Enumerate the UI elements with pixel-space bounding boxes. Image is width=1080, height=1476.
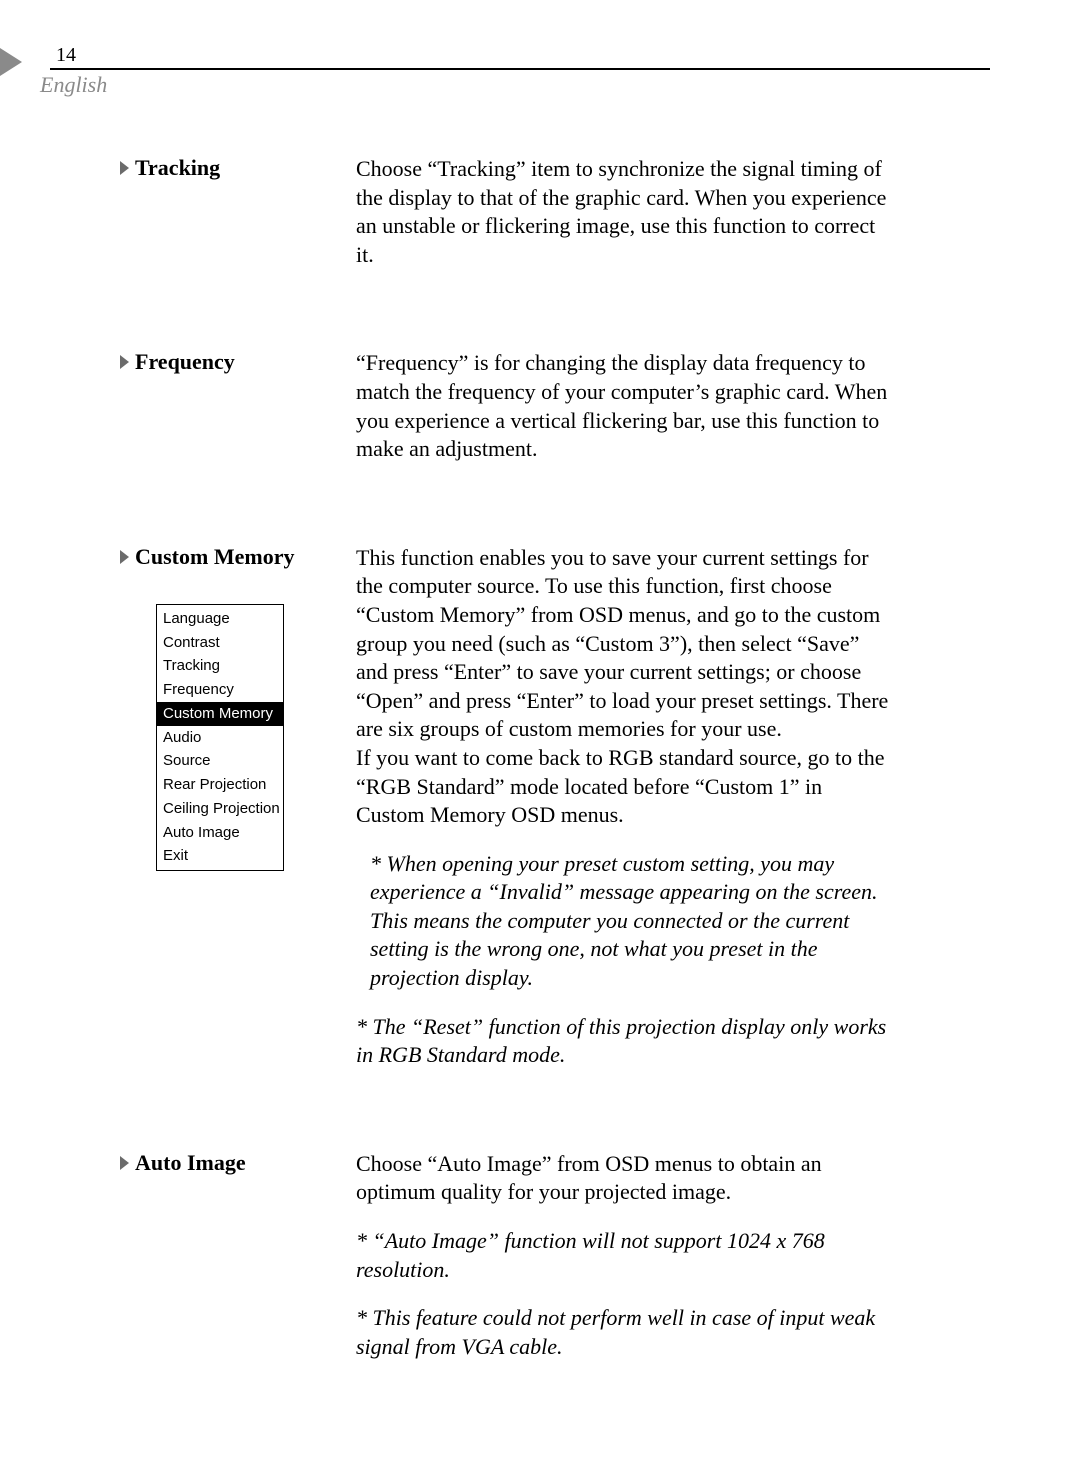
heading-auto-image: Auto Image (120, 1150, 356, 1176)
page-number: 14 (56, 44, 76, 67)
body-text: Choose “Auto Image” from OSD menus to ob… (356, 1150, 890, 1207)
triangle-bullet-icon (120, 1156, 129, 1170)
heading-frequency: Frequency (120, 349, 356, 375)
note-text: * When opening your preset custom settin… (356, 850, 890, 993)
osd-menu-item: Auto Image (157, 821, 283, 845)
osd-menu-item: Rear Projection (157, 773, 283, 797)
triangle-bullet-icon (120, 161, 129, 175)
heading-text: Frequency (135, 349, 235, 375)
osd-menu-item-selected: Custom Memory (157, 702, 283, 726)
heading-text: Tracking (135, 155, 220, 181)
osd-menu-item: Ceiling Projection (157, 797, 283, 821)
body-text: Choose “Tracking” item to synchronize th… (356, 155, 890, 269)
triangle-bullet-icon (120, 355, 129, 369)
heading-custom-memory: Custom Memory (120, 544, 356, 570)
content-area: Tracking Choose “Tracking” item to synch… (120, 155, 890, 1441)
section-auto-image: Auto Image Choose “Auto Image” from OSD … (120, 1150, 890, 1382)
manual-page: 14 English Tracking Choose “Tracking” it… (0, 0, 1080, 1476)
heading-text: Auto Image (135, 1150, 246, 1176)
note-text: * The “Reset” function of this projectio… (356, 1013, 890, 1070)
language-label: English (40, 72, 107, 98)
osd-menu-item: Tracking (157, 654, 283, 678)
body-text: This function enables you to save your c… (356, 544, 890, 744)
osd-menu-item: Frequency (157, 678, 283, 702)
note-text: * “Auto Image” function will not support… (356, 1227, 890, 1284)
osd-menu-item: Audio (157, 726, 283, 750)
section-frequency: Frequency “Frequency” is for changing th… (120, 349, 890, 483)
body-text: “Frequency” is for changing the display … (356, 349, 890, 463)
osd-menu-item: Source (157, 749, 283, 773)
osd-menu-item: Contrast (157, 631, 283, 655)
triangle-bullet-icon (120, 550, 129, 564)
note-text: * This feature could not perform well in… (356, 1304, 890, 1361)
corner-triangle-icon (0, 48, 22, 76)
section-tracking: Tracking Choose “Tracking” item to synch… (120, 155, 890, 289)
header-rule (50, 68, 990, 70)
section-custom-memory: Custom Memory Language Contrast Tracking… (120, 544, 890, 1090)
osd-menu-box: Language Contrast Tracking Frequency Cus… (156, 604, 284, 871)
osd-menu-item: Exit (157, 844, 283, 868)
osd-menu-item: Language (157, 607, 283, 631)
heading-tracking: Tracking (120, 155, 356, 181)
body-text: If you want to come back to RGB standard… (356, 744, 890, 830)
heading-text: Custom Memory (135, 544, 294, 570)
